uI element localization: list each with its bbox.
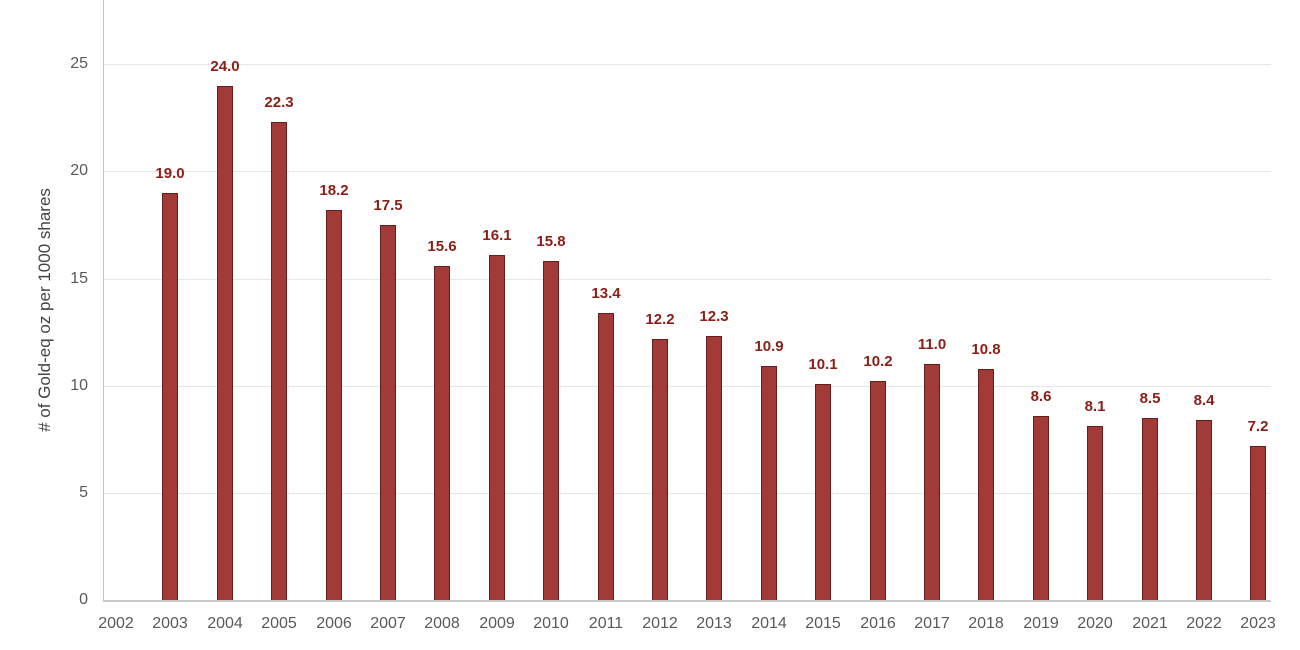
data-label-2009: 16.1 bbox=[482, 227, 512, 244]
data-label-2016: 10.2 bbox=[863, 353, 893, 370]
data-label-2012: 12.2 bbox=[645, 311, 675, 328]
x-tick-label: 2008 bbox=[424, 615, 460, 632]
bar-2011 bbox=[598, 312, 614, 600]
x-tick-label: 2013 bbox=[696, 615, 732, 632]
bar-2016 bbox=[870, 381, 886, 600]
bar-2013 bbox=[706, 336, 722, 600]
x-tick-label: 2017 bbox=[914, 615, 950, 632]
gridline bbox=[103, 171, 1271, 172]
gridline bbox=[103, 279, 1271, 280]
x-axis-line bbox=[103, 600, 1271, 602]
data-label-2008: 15.6 bbox=[427, 238, 457, 255]
x-tick-label: 2018 bbox=[968, 615, 1004, 632]
x-tick-label: 2014 bbox=[751, 615, 787, 632]
data-label-2013: 12.3 bbox=[699, 308, 729, 325]
data-label-2022: 8.4 bbox=[1193, 392, 1215, 409]
y-axis-line bbox=[103, 0, 104, 600]
gridline bbox=[103, 386, 1271, 387]
data-label-2006: 18.2 bbox=[319, 182, 349, 199]
y-tick-label: 5 bbox=[79, 484, 88, 501]
y-tick-label: 10 bbox=[70, 377, 88, 394]
x-tick-label: 2005 bbox=[261, 615, 297, 632]
bar-2014 bbox=[761, 366, 777, 600]
x-tick-label: 2022 bbox=[1186, 615, 1222, 632]
data-label-2018: 10.8 bbox=[971, 341, 1001, 358]
y-tick-label: 0 bbox=[79, 591, 88, 608]
bar-2010 bbox=[543, 261, 559, 600]
bar-2012 bbox=[652, 338, 668, 600]
x-tick-label: 2012 bbox=[642, 615, 678, 632]
bar-2008 bbox=[434, 265, 450, 600]
y-axis-title: # of Gold-eq oz per 1000 shares bbox=[35, 188, 54, 432]
data-label-2011: 13.4 bbox=[591, 285, 621, 302]
bar-2009 bbox=[489, 255, 505, 600]
x-tick-label: 2015 bbox=[805, 615, 841, 632]
x-tick-label: 2016 bbox=[860, 615, 896, 632]
gridline bbox=[103, 64, 1271, 65]
y-tick-label: 25 bbox=[70, 55, 88, 72]
data-label-2021: 8.5 bbox=[1139, 390, 1161, 407]
bar-2015 bbox=[815, 383, 831, 600]
bar-2023 bbox=[1250, 445, 1266, 600]
bar-2018 bbox=[978, 368, 994, 600]
gridline bbox=[103, 493, 1271, 494]
data-label-2004: 24.0 bbox=[210, 58, 240, 75]
bar-2007 bbox=[380, 225, 396, 600]
data-label-2003: 19.0 bbox=[155, 165, 185, 182]
x-tick-label: 2010 bbox=[533, 615, 569, 632]
x-tick-label: 2003 bbox=[152, 615, 188, 632]
bar-2004 bbox=[217, 85, 233, 600]
x-tick-label: 2020 bbox=[1077, 615, 1113, 632]
x-tick-label: 2007 bbox=[370, 615, 406, 632]
bar-2006 bbox=[326, 210, 342, 600]
y-tick-label: 20 bbox=[70, 162, 88, 179]
bar-2020 bbox=[1087, 426, 1103, 600]
data-label-2023: 7.2 bbox=[1247, 418, 1269, 435]
x-tick-label: 2019 bbox=[1023, 615, 1059, 632]
data-label-2010: 15.8 bbox=[536, 233, 566, 250]
bar-2022 bbox=[1196, 420, 1212, 600]
data-label-2019: 8.6 bbox=[1030, 388, 1052, 405]
bar-2021 bbox=[1142, 417, 1158, 600]
data-label-2015: 10.1 bbox=[808, 356, 838, 373]
data-label-2007: 17.5 bbox=[373, 197, 403, 214]
bar-2019 bbox=[1033, 415, 1049, 600]
x-tick-label: 2021 bbox=[1132, 615, 1168, 632]
x-tick-label: 2004 bbox=[207, 615, 243, 632]
data-label-2005: 22.3 bbox=[264, 94, 294, 111]
x-tick-label: 2006 bbox=[316, 615, 352, 632]
x-tick-label: 2009 bbox=[479, 615, 515, 632]
data-label-2020: 8.1 bbox=[1084, 398, 1106, 415]
y-tick-label: 15 bbox=[70, 270, 88, 287]
bar-2003 bbox=[162, 192, 178, 600]
x-tick-label: 2023 bbox=[1240, 615, 1276, 632]
bar-2017 bbox=[924, 364, 940, 600]
x-tick-label: 2011 bbox=[588, 615, 624, 632]
bar-2005 bbox=[271, 122, 287, 600]
data-label-2014: 10.9 bbox=[754, 338, 784, 355]
data-label-2017: 11.0 bbox=[917, 336, 947, 353]
x-tick-label: 2002 bbox=[98, 615, 134, 632]
